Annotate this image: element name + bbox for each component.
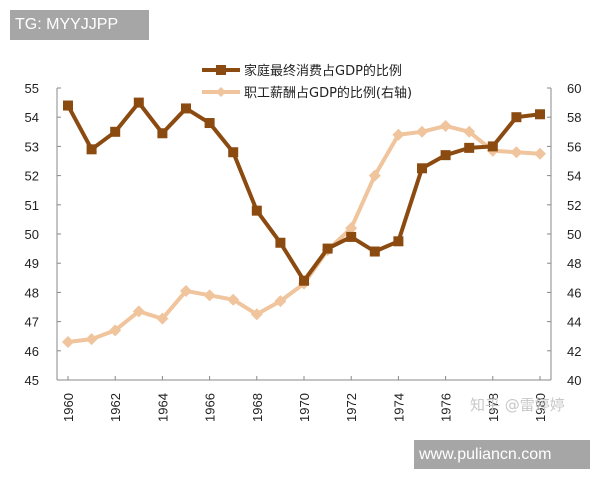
y-right-tick-label: 48 bbox=[567, 256, 581, 271]
diamond-marker bbox=[345, 222, 358, 235]
square-marker bbox=[251, 205, 262, 216]
diamond-marker bbox=[180, 284, 192, 297]
square-marker bbox=[157, 128, 168, 139]
diamond-marker bbox=[132, 305, 145, 318]
watermark-tag-bottom: www.puliancn.com bbox=[414, 440, 590, 469]
diamond-marker bbox=[156, 312, 169, 325]
x-tick-label: 1972 bbox=[344, 393, 359, 422]
square-marker bbox=[464, 142, 475, 153]
x-tick-label: 1970 bbox=[297, 393, 312, 422]
square-marker bbox=[487, 141, 498, 152]
y-right-tick-label: 54 bbox=[567, 169, 581, 184]
chart-axes: 45 46 47 48 49 50 51 52 53 54 55 40 42 44 46 48 50 52 54 56… bbox=[25, 81, 582, 422]
diamond-marker bbox=[62, 336, 74, 349]
y-left-tick-label: 49 bbox=[25, 256, 39, 271]
diamond-marker bbox=[534, 147, 546, 160]
square-marker bbox=[417, 163, 427, 174]
x-tick-label: 1978 bbox=[486, 393, 501, 422]
y-left-tick-label: 51 bbox=[25, 198, 39, 213]
diamond-marker bbox=[274, 295, 287, 308]
diamond-marker bbox=[109, 324, 122, 337]
legend-label: 职工薪酬占GDP的比例(右轴) bbox=[244, 85, 412, 101]
square-marker bbox=[393, 236, 404, 247]
diamond-marker bbox=[85, 333, 98, 346]
y-left-tick-label: 46 bbox=[25, 344, 39, 359]
diamond-marker bbox=[203, 289, 216, 302]
legend-label: 家庭最终消费占GDP的比例 bbox=[244, 63, 402, 79]
square-marker bbox=[228, 147, 239, 158]
y-right-tick-label: 50 bbox=[567, 227, 581, 242]
legend-item: 职工薪酬占GDP的比例(右轴) bbox=[202, 85, 412, 101]
square-marker bbox=[511, 112, 522, 123]
square-marker bbox=[535, 109, 545, 120]
y-right-tick-label: 58 bbox=[567, 110, 581, 125]
diamond-marker bbox=[250, 308, 263, 321]
square-marker bbox=[86, 144, 97, 155]
y-left-tick-label: 55 bbox=[25, 81, 39, 96]
diamond-marker bbox=[510, 146, 523, 159]
watermark-overlay-text: 知乎 @雷婷婷 bbox=[470, 396, 565, 414]
y-right-tick-label: 42 bbox=[567, 344, 581, 359]
square-marker bbox=[181, 103, 191, 114]
y-left-tick-label: 54 bbox=[25, 110, 39, 125]
square-marker bbox=[133, 97, 144, 108]
y-right-tick-label: 52 bbox=[567, 198, 581, 213]
square-marker bbox=[110, 126, 121, 137]
y-left-tick-label: 48 bbox=[25, 285, 39, 300]
y-left-tick-label: 50 bbox=[25, 227, 39, 242]
diamond-marker bbox=[227, 293, 240, 306]
x-tick-label: 1968 bbox=[250, 393, 265, 422]
watermark-tag-top: TG: MYYJJPP bbox=[10, 10, 149, 40]
chart-series bbox=[62, 97, 546, 349]
series-household-consumption bbox=[63, 97, 545, 286]
diamond-marker bbox=[392, 128, 405, 141]
x-tick-label: 1966 bbox=[203, 393, 218, 422]
diamond-marker bbox=[416, 125, 428, 138]
square-marker bbox=[275, 237, 286, 248]
y-left-tick-label: 47 bbox=[25, 315, 39, 330]
y-right-tick-label: 46 bbox=[567, 285, 581, 300]
y-left-tick-label: 53 bbox=[25, 139, 39, 154]
x-tick-label: 1964 bbox=[155, 393, 170, 422]
x-tick-label: 1980 bbox=[533, 393, 548, 422]
x-tick-label: 1974 bbox=[391, 393, 406, 422]
diamond-marker bbox=[439, 119, 452, 132]
y-left-tick-label: 52 bbox=[25, 169, 39, 184]
x-tick-label: 1960 bbox=[61, 393, 76, 422]
diamond-marker bbox=[368, 169, 381, 182]
y-left-tick-label: 45 bbox=[25, 373, 39, 388]
square-marker bbox=[204, 118, 215, 129]
x-tick-label: 1962 bbox=[108, 393, 123, 422]
square-marker bbox=[440, 150, 451, 161]
x-tick-label: 1976 bbox=[439, 393, 454, 422]
square-marker bbox=[322, 243, 333, 254]
square-marker bbox=[369, 246, 380, 257]
square-marker bbox=[346, 231, 357, 242]
series-wage-share bbox=[62, 119, 546, 349]
y-right-tick-label: 40 bbox=[567, 373, 581, 388]
y-right-tick-label: 56 bbox=[567, 139, 581, 154]
y-right-tick-label: 44 bbox=[567, 315, 581, 330]
square-marker bbox=[299, 275, 309, 286]
diamond-marker bbox=[463, 125, 476, 138]
square-marker bbox=[63, 100, 73, 111]
legend-item: 家庭最终消费占GDP的比例 bbox=[202, 63, 402, 79]
y-right-tick-label: 60 bbox=[567, 81, 581, 96]
